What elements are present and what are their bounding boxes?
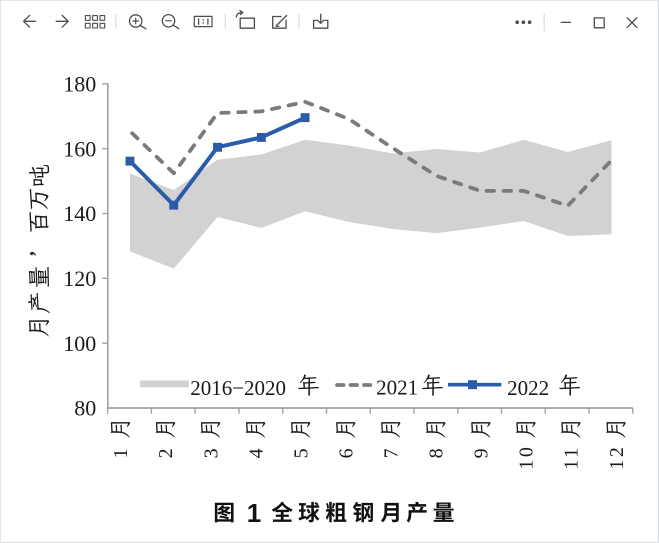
svg-text:11: 11: [561, 445, 583, 469]
svg-text:6: 6: [335, 448, 357, 458]
svg-text:100: 100: [63, 331, 96, 356]
svg-text:140: 140: [63, 201, 96, 226]
svg-text:7: 7: [381, 448, 403, 458]
svg-text:120: 120: [63, 266, 96, 291]
svg-text:1: 1: [110, 448, 132, 458]
svg-text:5: 5: [290, 448, 312, 458]
svg-text:80: 80: [74, 396, 96, 421]
svg-text:10: 10: [516, 445, 538, 470]
svg-text:1: 1: [247, 498, 261, 528]
svg-text:9: 9: [471, 448, 493, 458]
svg-text:4: 4: [245, 448, 267, 458]
svg-text:12: 12: [606, 445, 628, 470]
svg-text:2021: 2021: [376, 376, 418, 400]
svg-text:2022: 2022: [507, 376, 549, 400]
svg-text:8: 8: [426, 448, 448, 458]
svg-text:180: 180: [63, 72, 96, 97]
svg-text:2: 2: [155, 448, 177, 458]
svg-text:160: 160: [63, 136, 96, 161]
svg-text:3: 3: [200, 448, 222, 458]
svg-text:2016−2020: 2016−2020: [190, 376, 286, 400]
